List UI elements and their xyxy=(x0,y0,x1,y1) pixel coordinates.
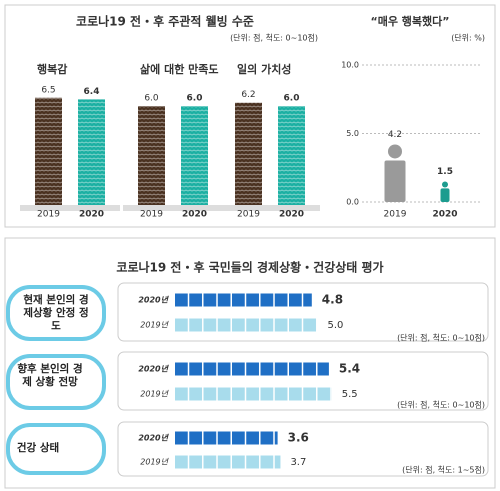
bar xyxy=(235,102,262,205)
bar xyxy=(175,387,332,401)
bar xyxy=(278,106,305,205)
ground xyxy=(123,205,223,211)
category-label: 삶에 대한 만족도 xyxy=(140,62,219,76)
bar xyxy=(175,318,318,332)
value-label: 6.5 xyxy=(41,85,55,95)
row-label: 현재 본인의 경제상황 안정 정도 xyxy=(23,294,89,332)
value-label: 5.0 xyxy=(328,320,344,331)
value-label: 6.0 xyxy=(284,94,300,104)
series-label: 2019년 xyxy=(140,321,169,330)
y-tick-label: 5.0 xyxy=(346,129,359,138)
x-tick-label: 2020 xyxy=(182,210,207,220)
bar xyxy=(181,106,208,205)
person-head xyxy=(388,144,402,159)
title: “매우 행복했다” xyxy=(370,14,449,28)
x-tick-label: 2019 xyxy=(237,210,260,220)
label-box xyxy=(6,285,106,341)
value-label: 6.2 xyxy=(241,90,255,100)
x-tick-label: 2020 xyxy=(432,210,457,220)
note: (단위: 점, 척도: 0~10점) xyxy=(230,33,318,43)
value-label: 3.6 xyxy=(288,431,309,445)
row-label: 향후 본인의 경제 상황 전망 xyxy=(17,363,83,388)
note: (단위: 점, 척도: 1~5점) xyxy=(402,465,485,475)
value-label: 6.0 xyxy=(187,94,203,104)
series-label: 2019년 xyxy=(140,458,169,467)
x-tick-label: 2019 xyxy=(384,210,407,220)
title: 코로나19 전・후 국민들의 경제상황・건강상태 평가 xyxy=(116,260,383,275)
bar xyxy=(138,106,165,205)
y-tick-label: 0.0 xyxy=(346,198,359,207)
value-label: 4.2 xyxy=(388,130,402,140)
person-head xyxy=(442,181,448,188)
bar xyxy=(175,362,329,376)
value-label: 4.8 xyxy=(322,293,343,307)
y-tick-label: 10.0 xyxy=(341,61,359,70)
value-label: 5.4 xyxy=(339,362,360,376)
category-label: 행복감 xyxy=(37,62,67,76)
series-label: 2020년 xyxy=(138,296,169,305)
value-label: 6.4 xyxy=(84,87,100,97)
bar xyxy=(175,293,312,307)
category-label: 일의 가치성 xyxy=(237,62,291,76)
label-box xyxy=(6,354,106,410)
person-icon xyxy=(440,181,450,202)
person-icon xyxy=(384,144,406,202)
x-tick-label: 2020 xyxy=(279,210,304,220)
ground xyxy=(220,205,320,211)
bar xyxy=(35,97,62,205)
ground xyxy=(20,205,120,211)
row-box xyxy=(117,282,489,342)
x-tick-label: 2019 xyxy=(37,210,60,220)
value-label: 1.5 xyxy=(437,167,453,177)
bar xyxy=(175,431,278,445)
note: (단위: 점, 척도: 0~10점) xyxy=(397,400,485,410)
x-tick-label: 2019 xyxy=(140,210,163,220)
series-label: 2020년 xyxy=(138,434,169,443)
value-label: 5.5 xyxy=(342,389,358,400)
value-label: 6.0 xyxy=(144,94,159,104)
series-label: 2020년 xyxy=(138,365,169,374)
note: (단위: %) xyxy=(451,33,485,43)
label-box xyxy=(6,423,106,475)
note: (단위: 점, 척도: 0~10점) xyxy=(397,333,485,343)
person-body xyxy=(440,188,450,202)
title: 코로나19 전・후 주관적 웰빙 수준 xyxy=(76,14,254,29)
person-body xyxy=(384,160,406,202)
series-label: 2019년 xyxy=(140,390,169,399)
row-label: 건강 상태 xyxy=(16,442,60,454)
x-tick-label: 2020 xyxy=(79,210,104,220)
bar xyxy=(175,455,281,469)
value-label: 3.7 xyxy=(290,457,306,468)
bar xyxy=(78,99,105,205)
